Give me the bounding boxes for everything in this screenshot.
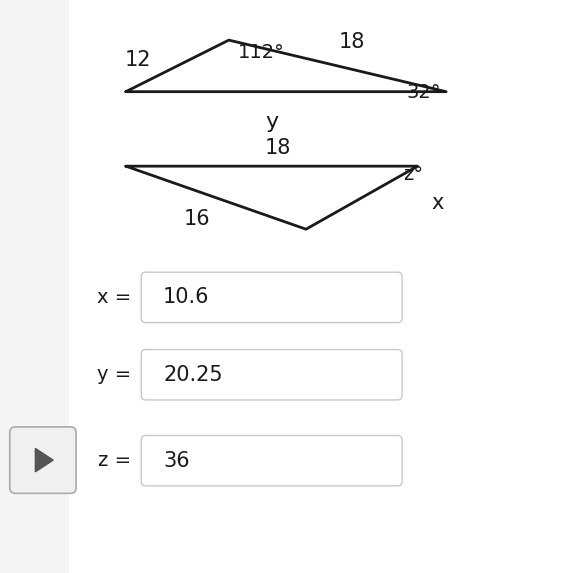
Text: z°: z° xyxy=(403,165,423,184)
Text: 18: 18 xyxy=(339,32,365,52)
Text: z =: z = xyxy=(98,451,132,470)
Text: y =: y = xyxy=(97,365,132,384)
FancyBboxPatch shape xyxy=(141,350,402,400)
Text: 18: 18 xyxy=(264,138,291,158)
Text: 12: 12 xyxy=(125,50,152,70)
Text: 36: 36 xyxy=(163,451,190,470)
FancyBboxPatch shape xyxy=(141,272,402,323)
FancyBboxPatch shape xyxy=(10,427,76,493)
Text: x =: x = xyxy=(97,288,132,307)
Text: 10.6: 10.6 xyxy=(163,288,209,307)
Text: 32°: 32° xyxy=(406,83,440,102)
Polygon shape xyxy=(35,449,53,472)
FancyBboxPatch shape xyxy=(141,435,402,486)
Text: 20.25: 20.25 xyxy=(163,365,223,384)
FancyBboxPatch shape xyxy=(69,0,572,573)
Text: 16: 16 xyxy=(184,209,210,229)
Text: x: x xyxy=(432,194,444,213)
Text: y: y xyxy=(265,112,278,132)
Text: 112°: 112° xyxy=(237,43,284,62)
